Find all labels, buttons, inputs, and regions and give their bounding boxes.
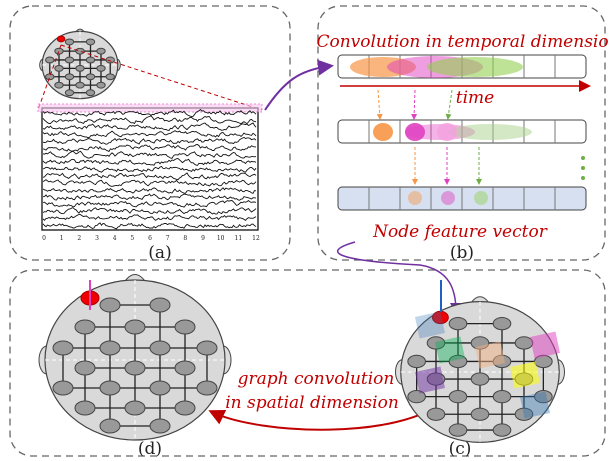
node xyxy=(86,90,94,96)
x-tick-label: 6 xyxy=(148,235,152,242)
node xyxy=(515,337,533,349)
node xyxy=(449,424,467,436)
node xyxy=(493,424,511,436)
node xyxy=(125,361,145,375)
node xyxy=(76,48,84,54)
node xyxy=(100,298,120,312)
node xyxy=(97,65,105,71)
node xyxy=(76,65,84,71)
x-tick-label: 3 xyxy=(95,235,99,242)
node xyxy=(97,82,105,88)
node xyxy=(125,401,145,415)
node xyxy=(55,48,63,54)
node xyxy=(65,74,73,80)
x-tick-label: 7 xyxy=(166,235,170,242)
active-node xyxy=(57,36,65,42)
node xyxy=(100,381,120,395)
node xyxy=(449,390,467,402)
x-tick-label: 10 xyxy=(217,235,225,242)
node xyxy=(86,57,94,63)
node xyxy=(55,65,63,71)
feature xyxy=(441,191,455,205)
node xyxy=(55,82,63,88)
node xyxy=(86,39,94,45)
node xyxy=(65,90,73,96)
node xyxy=(100,419,120,433)
node xyxy=(106,74,114,80)
node xyxy=(427,408,445,420)
x-tick-label: 12 xyxy=(252,235,260,242)
node xyxy=(471,373,489,385)
arrow xyxy=(265,66,330,110)
node xyxy=(197,341,217,355)
feature xyxy=(405,123,425,141)
node xyxy=(150,341,170,355)
node xyxy=(175,320,195,334)
temporal-title: Convolution in temporal dimension xyxy=(316,32,609,52)
x-tick-label: 4 xyxy=(113,235,117,242)
node xyxy=(53,381,73,395)
node xyxy=(150,298,170,312)
feature xyxy=(448,124,532,140)
node xyxy=(75,361,95,375)
dashed-arrow xyxy=(414,90,415,118)
node xyxy=(175,401,195,415)
dashed-arrow xyxy=(378,90,380,118)
panel-label: (d) xyxy=(138,439,162,459)
dot xyxy=(581,166,585,170)
node xyxy=(493,317,511,329)
x-tick-label: 5 xyxy=(130,235,134,242)
x-tick-label: 9 xyxy=(201,235,205,242)
node xyxy=(46,57,54,63)
node xyxy=(106,57,114,63)
node xyxy=(76,82,84,88)
node xyxy=(125,320,145,334)
panel-label: (b) xyxy=(450,243,474,263)
caption: Node feature vector xyxy=(372,222,548,242)
node xyxy=(75,320,95,334)
x-tick-label: 2 xyxy=(77,235,81,242)
node xyxy=(150,381,170,395)
feature xyxy=(373,123,393,141)
figure: (a) (b) (c) (d) Convolution in temporal … xyxy=(0,0,609,461)
dashed-arrow xyxy=(448,90,452,118)
node xyxy=(471,408,489,420)
node xyxy=(46,74,54,80)
x-tick-label: 11 xyxy=(235,235,243,242)
x-tick-label: 8 xyxy=(183,235,187,242)
node xyxy=(97,48,105,54)
time-label: time xyxy=(456,88,494,108)
highlight xyxy=(38,104,262,112)
node xyxy=(53,341,73,355)
panel-label: (a) xyxy=(148,243,171,263)
arrow-text: graph convolution xyxy=(238,369,395,389)
node xyxy=(150,419,170,433)
feature xyxy=(408,191,422,205)
node xyxy=(65,39,73,45)
node xyxy=(408,355,426,367)
node xyxy=(449,317,467,329)
node xyxy=(100,341,120,355)
node xyxy=(65,57,73,63)
dot xyxy=(581,176,585,180)
node xyxy=(175,361,195,375)
node xyxy=(86,74,94,80)
x-tick-label: 1 xyxy=(60,235,64,242)
x-tick-label: 0 xyxy=(42,235,46,242)
node xyxy=(197,381,217,395)
feature xyxy=(437,123,457,141)
node xyxy=(75,401,95,415)
arrow xyxy=(338,242,456,312)
kernel xyxy=(427,57,523,77)
feature xyxy=(474,191,488,205)
arrow-text: in spatial dimension xyxy=(225,393,399,413)
node xyxy=(493,390,511,402)
dot xyxy=(581,156,585,160)
